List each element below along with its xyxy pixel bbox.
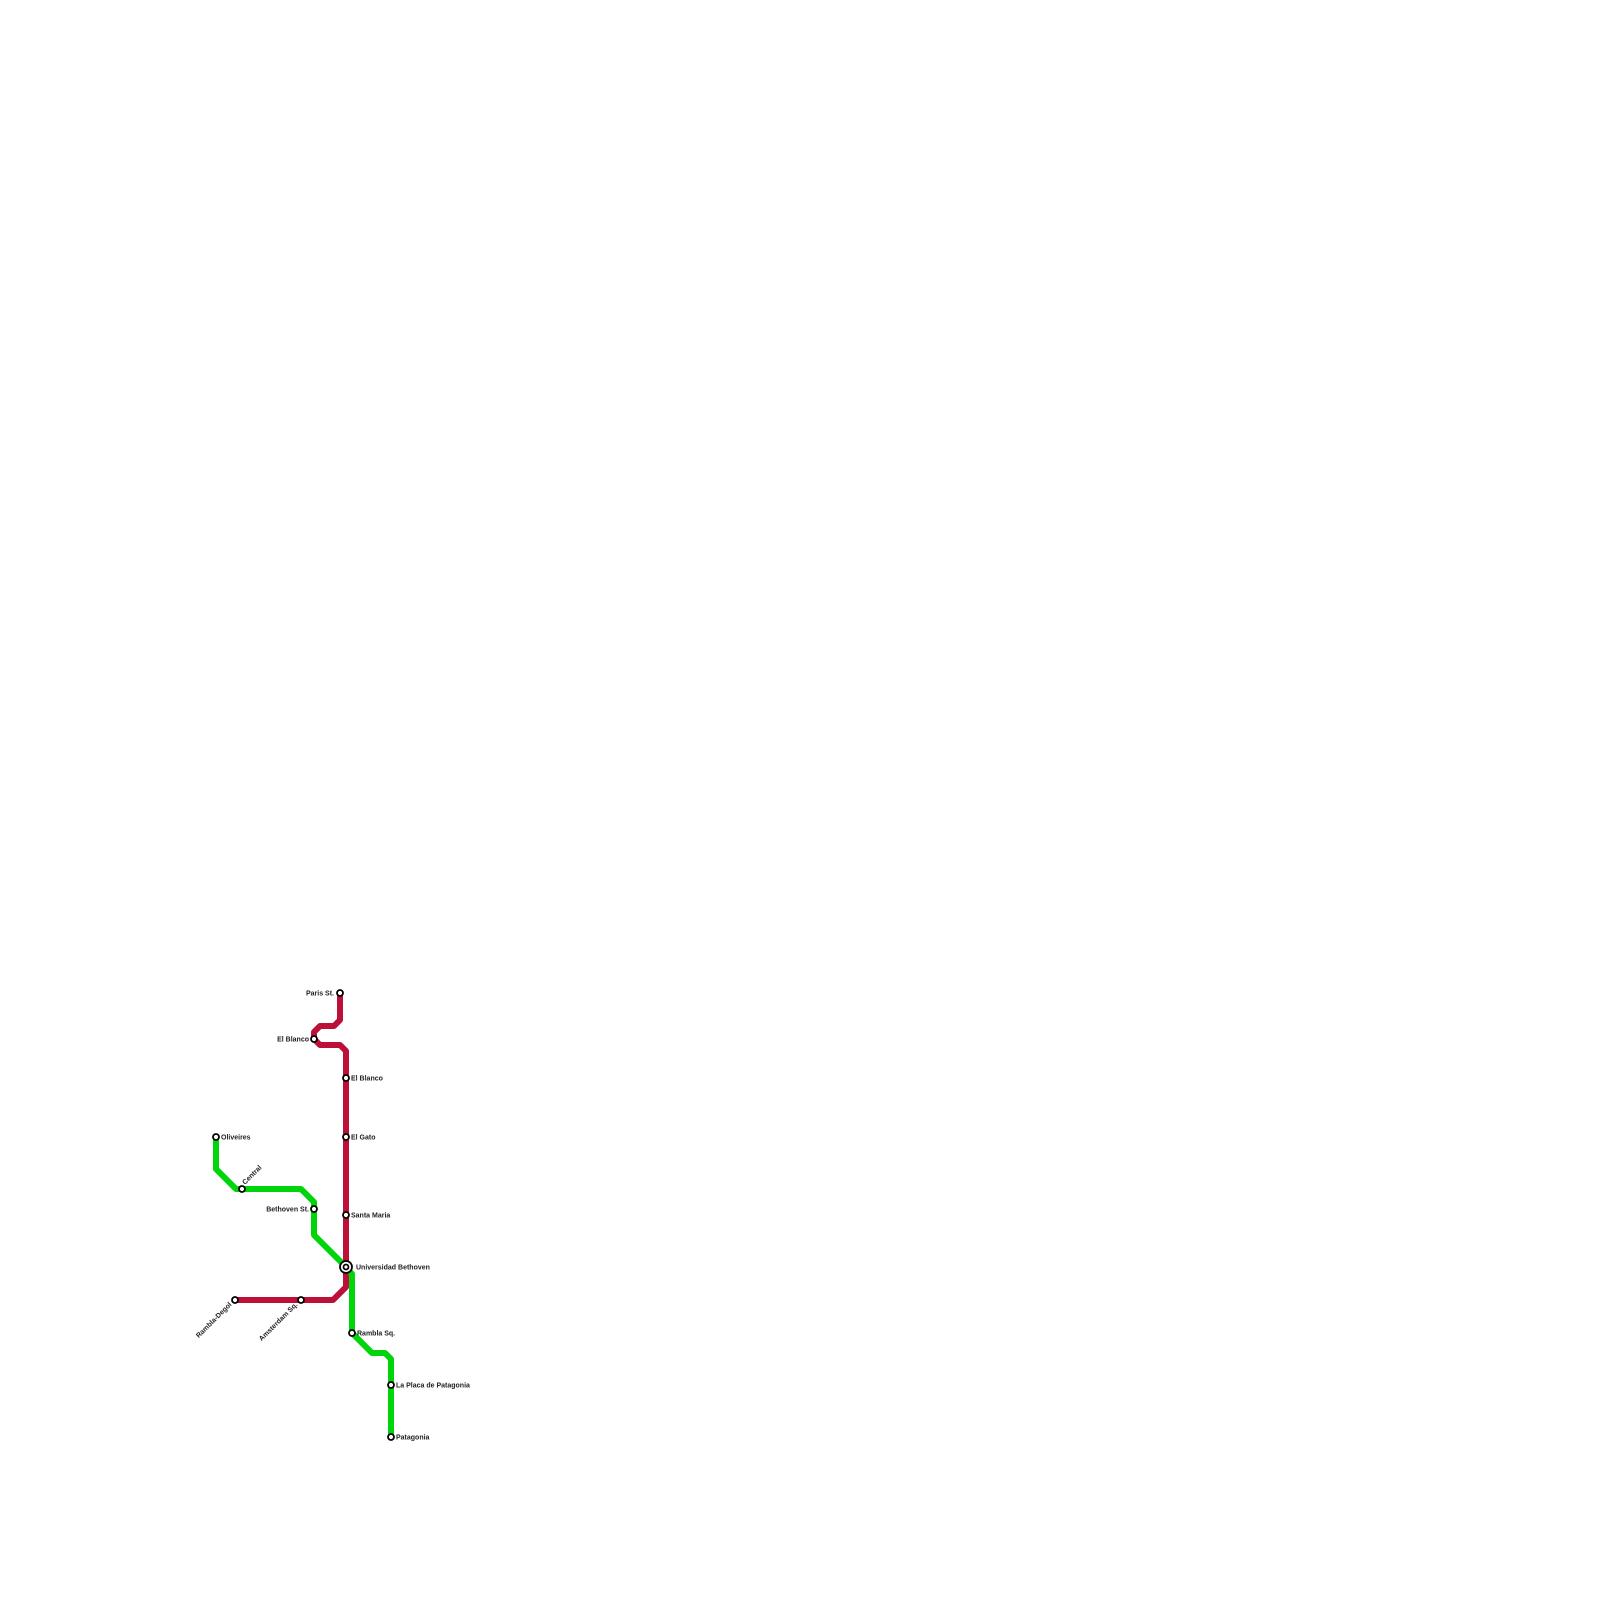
- station-label: El Gato: [351, 1135, 376, 1142]
- station-el-gato[interactable]: El Gato: [342, 1133, 376, 1142]
- station-label: El Blanco: [351, 1076, 383, 1083]
- station-bethoven-st[interactable]: Bethoven St.: [266, 1205, 318, 1214]
- station-santa-maria[interactable]: Santa Maria: [342, 1211, 390, 1220]
- station-el-blanco-west[interactable]: El Blanco: [277, 1035, 318, 1044]
- station-label: Patagonia: [396, 1435, 430, 1442]
- station-label: Paris St.: [306, 991, 334, 998]
- station-rambla-sq[interactable]: Rambla Sq.: [348, 1329, 395, 1338]
- station-paris-st[interactable]: Paris St.: [306, 989, 344, 998]
- station-label: Rambla Sq.: [357, 1331, 395, 1338]
- station-rambla-degol[interactable]: Rambla-Degol: [195, 1296, 239, 1340]
- station-patagonia[interactable]: Patagonia: [387, 1433, 430, 1442]
- station-label: Universidad Bethoven: [356, 1265, 430, 1272]
- station-label: Central: [241, 1164, 263, 1186]
- station-label: Santa Maria: [351, 1213, 390, 1220]
- station-label: Bethoven St.: [266, 1207, 309, 1214]
- station-amsterdam-sq[interactable]: Amsterdam Sq.: [258, 1296, 305, 1343]
- station-label: La Placa de Patagonia: [396, 1383, 470, 1390]
- station-label: Rambla-Degol: [195, 1301, 233, 1339]
- station-universidad-bethoven[interactable]: Universidad Bethoven: [339, 1260, 430, 1274]
- station-label: Amsterdam Sq.: [258, 1301, 299, 1342]
- red-line: [235, 993, 349, 1303]
- station-la-placa-de-patagonia[interactable]: La Placa de Patagonia: [387, 1381, 470, 1390]
- station-label: El Blanco: [277, 1037, 309, 1044]
- station-label: Oliveires: [221, 1135, 251, 1142]
- station-oliveires[interactable]: Oliveires: [212, 1133, 251, 1142]
- station-el-blanco-east[interactable]: El Blanco: [342, 1074, 383, 1083]
